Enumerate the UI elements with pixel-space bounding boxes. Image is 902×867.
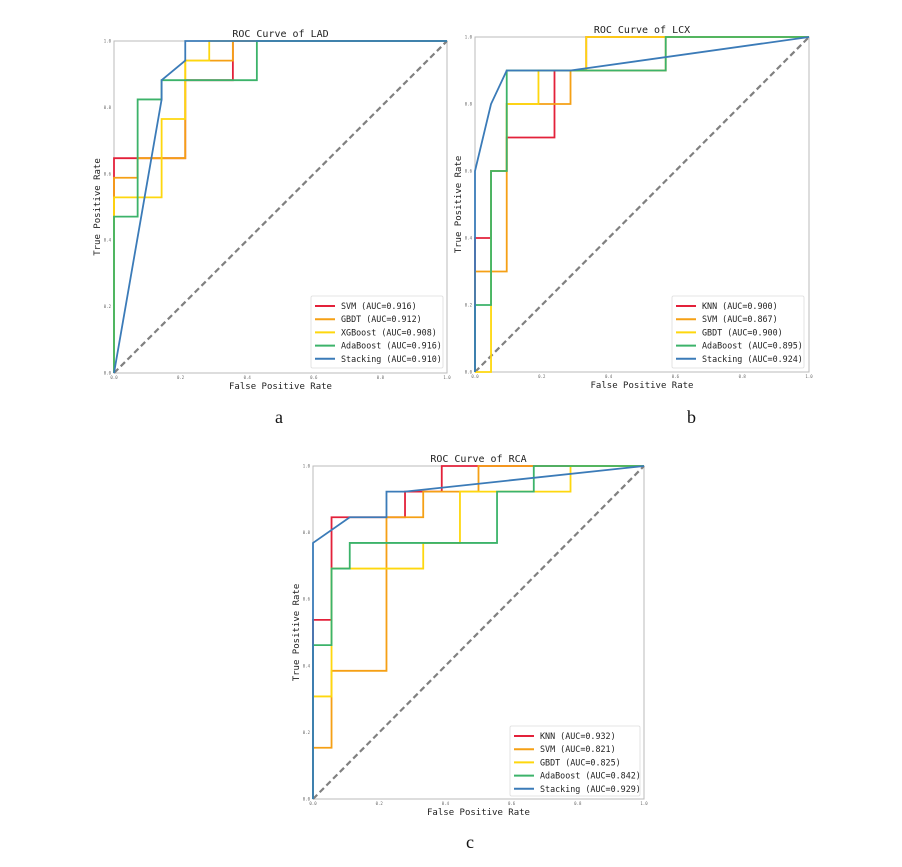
x-axis-label: False Positive Rate <box>427 808 530 818</box>
panel-label-a: a <box>275 407 283 427</box>
legend-entry-stacking: Stacking (AUC=0.929) <box>540 784 641 794</box>
y-tick-label: 0.2 <box>465 303 473 308</box>
legend-entry-gbdt: GBDT (AUC=0.912) <box>341 314 422 324</box>
chance-diagonal-line <box>474 36 810 373</box>
x-tick-label: 1.0 <box>640 801 648 806</box>
y-axis-label: True Positive Rate <box>454 156 464 254</box>
x-axis-label: False Positive Rate <box>229 382 332 392</box>
chart-title: ROC Curve of LAD <box>232 29 328 40</box>
y-tick-label: 0.2 <box>303 730 311 735</box>
x-tick-label: 0.0 <box>110 375 118 380</box>
legend: KNN (AUC=0.900) SVM (AUC=0.867) GBDT (AUC=… <box>671 295 805 369</box>
legend-entry-svm: SVM (AUC=0.821) <box>540 744 616 754</box>
panel-label-c: c <box>466 832 474 852</box>
legend-entry-adaboost: AdaBoost (AUC=0.842) <box>540 771 641 781</box>
legend: KNN (AUC=0.932) SVM (AUC=0.821) GBDT (AUC=… <box>509 725 641 797</box>
chart-lad: 0.0 0.2 0.4 0.6 0.8 1.0 0.0 0.2 0.4 0.6 0.8 1.0 ROC … <box>93 29 451 392</box>
chart-title: ROC Curve of RCA <box>430 454 526 465</box>
x-tick-label: 0.8 <box>574 801 582 806</box>
y-axis-label: True Positive Rate <box>93 158 103 256</box>
y-axis-label: True Positive Rate <box>292 584 302 682</box>
x-tick-label: 0.4 <box>605 374 613 379</box>
x-tick-label: 0.8 <box>739 374 747 379</box>
y-tick-label: 0.4 <box>104 238 112 243</box>
legend-entry-knn: KNN (AUC=0.900) <box>702 301 778 311</box>
x-tick-label: 0.8 <box>377 375 385 380</box>
x-tick-label: 0.4 <box>244 375 252 380</box>
y-tick-label: 0.4 <box>465 236 473 241</box>
legend-entry-stacking: Stacking (AUC=0.924) <box>702 354 803 364</box>
legend: SVM (AUC=0.916) GBDT (AUC=0.912) XGBoost (… <box>310 295 444 369</box>
roc-line-gbdt <box>113 40 447 373</box>
x-tick-label: 0.2 <box>376 801 384 806</box>
y-tick-label: 0.8 <box>303 530 311 535</box>
legend-entry-gbdt: GBDT (AUC=0.825) <box>540 757 621 767</box>
x-tick-label: 0.2 <box>538 374 546 379</box>
x-tick-label: 0.2 <box>177 375 185 380</box>
y-tick-label: 1.0 <box>104 39 112 44</box>
chart-title: ROC Curve of LCX <box>594 25 690 36</box>
roc-line-stacking <box>312 465 645 799</box>
y-tick-label: 0.6 <box>465 169 473 174</box>
x-tick-label: 0.0 <box>471 374 479 379</box>
y-tick-label: 0.8 <box>465 102 473 107</box>
chart-rca: 0.0 0.2 0.4 0.6 0.8 1.0 0.0 0.2 0.4 0.6 0.8 1.0 ROC … <box>292 454 648 818</box>
legend-entry-adaboost: AdaBoost (AUC=0.916) <box>341 341 442 351</box>
y-tick-label: 0.0 <box>465 370 473 375</box>
roc-line-xgboost <box>113 40 447 373</box>
legend-entry-svm: SVM (AUC=0.867) <box>702 314 778 324</box>
y-tick-label: 1.0 <box>303 464 311 469</box>
y-tick-label: 1.0 <box>465 35 473 40</box>
chance-diagonal-line <box>312 465 645 800</box>
x-tick-label: 0.0 <box>309 801 317 806</box>
roc-line-adaboost <box>474 36 809 372</box>
y-tick-label: 0.2 <box>104 304 112 309</box>
x-tick-label: 0.6 <box>508 801 516 806</box>
chance-diagonal-line <box>113 40 448 374</box>
legend-entry-stacking: Stacking (AUC=0.910) <box>341 354 442 364</box>
y-tick-label: 0.8 <box>104 105 112 110</box>
roc-line-adaboost <box>312 465 644 799</box>
x-tick-label: 0.6 <box>672 374 680 379</box>
chart-lcx: 0.0 0.2 0.4 0.6 0.8 1.0 0.0 0.2 0.4 0.6 0.8 1.0 ROC … <box>454 25 813 391</box>
legend-entry-adaboost: AdaBoost (AUC=0.895) <box>702 341 803 351</box>
y-tick-label: 0.0 <box>303 797 311 802</box>
y-tick-label: 0.6 <box>104 171 112 176</box>
y-tick-label: 0.4 <box>303 663 311 668</box>
legend-box <box>310 295 444 369</box>
legend-entry-svm: SVM (AUC=0.916) <box>341 301 417 311</box>
x-tick-label: 1.0 <box>805 374 813 379</box>
legend-entry-xgboost: XGBoost (AUC=0.908) <box>341 327 437 337</box>
legend-entry-knn: KNN (AUC=0.932) <box>540 731 616 741</box>
legend-box <box>671 295 805 369</box>
legend-entry-gbdt: GBDT (AUC=0.900) <box>702 327 783 337</box>
y-tick-label: 0.6 <box>303 597 311 602</box>
x-tick-label: 0.6 <box>310 375 318 380</box>
legend-box <box>509 725 641 797</box>
x-tick-label: 0.4 <box>442 801 450 806</box>
roc-line-stacking <box>474 36 810 372</box>
x-axis-label: False Positive Rate <box>591 381 694 391</box>
x-tick-label: 1.0 <box>443 375 451 380</box>
y-tick-label: 0.0 <box>104 371 112 376</box>
panel-label-b: b <box>687 407 696 427</box>
roc-line-stacking <box>113 40 447 374</box>
